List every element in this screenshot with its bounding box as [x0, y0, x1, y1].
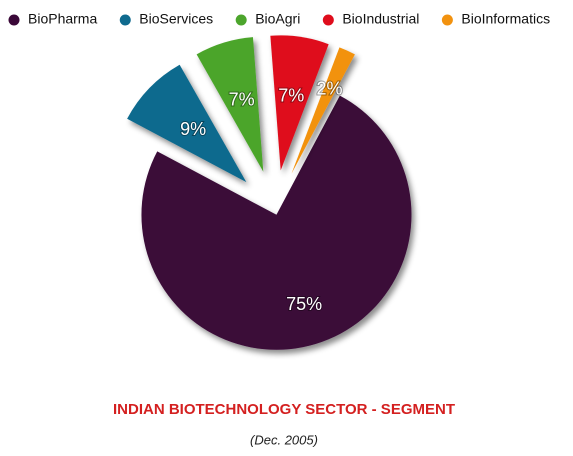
data-label: 7% [278, 86, 304, 106]
legend-label: BioServices [139, 11, 213, 27]
legend-marker [441, 14, 453, 26]
data-label: 2% [316, 79, 342, 99]
pie-slice [127, 64, 247, 183]
pie-slice [141, 95, 412, 350]
legend-marker [8, 14, 20, 26]
legend-label: BioPharma [28, 11, 97, 27]
legend-label: BioInformatics [461, 11, 550, 27]
data-label: 75% [286, 294, 322, 314]
data-label: 7% [229, 89, 255, 109]
pie: 75% 9% 7% 7% 2% [127, 35, 412, 350]
data-label: 9% [180, 119, 206, 139]
pie-slice [291, 47, 355, 174]
chart-subtitle: (Dec. 2005) [250, 432, 318, 447]
legend-marker [235, 14, 247, 26]
legend: BioPharma BioServices BioAgri BioIndustrial… [8, 11, 550, 27]
chart-title: INDIAN BIOTECHNOLOGY SECTOR - SEGMENT [113, 401, 455, 418]
pie-slice [270, 35, 329, 171]
pie-slice [196, 37, 264, 172]
legend-label: BioIndustrial [342, 11, 419, 27]
legend-marker [119, 14, 131, 26]
legend-label: BioAgri [255, 11, 300, 27]
legend-marker [322, 14, 334, 26]
